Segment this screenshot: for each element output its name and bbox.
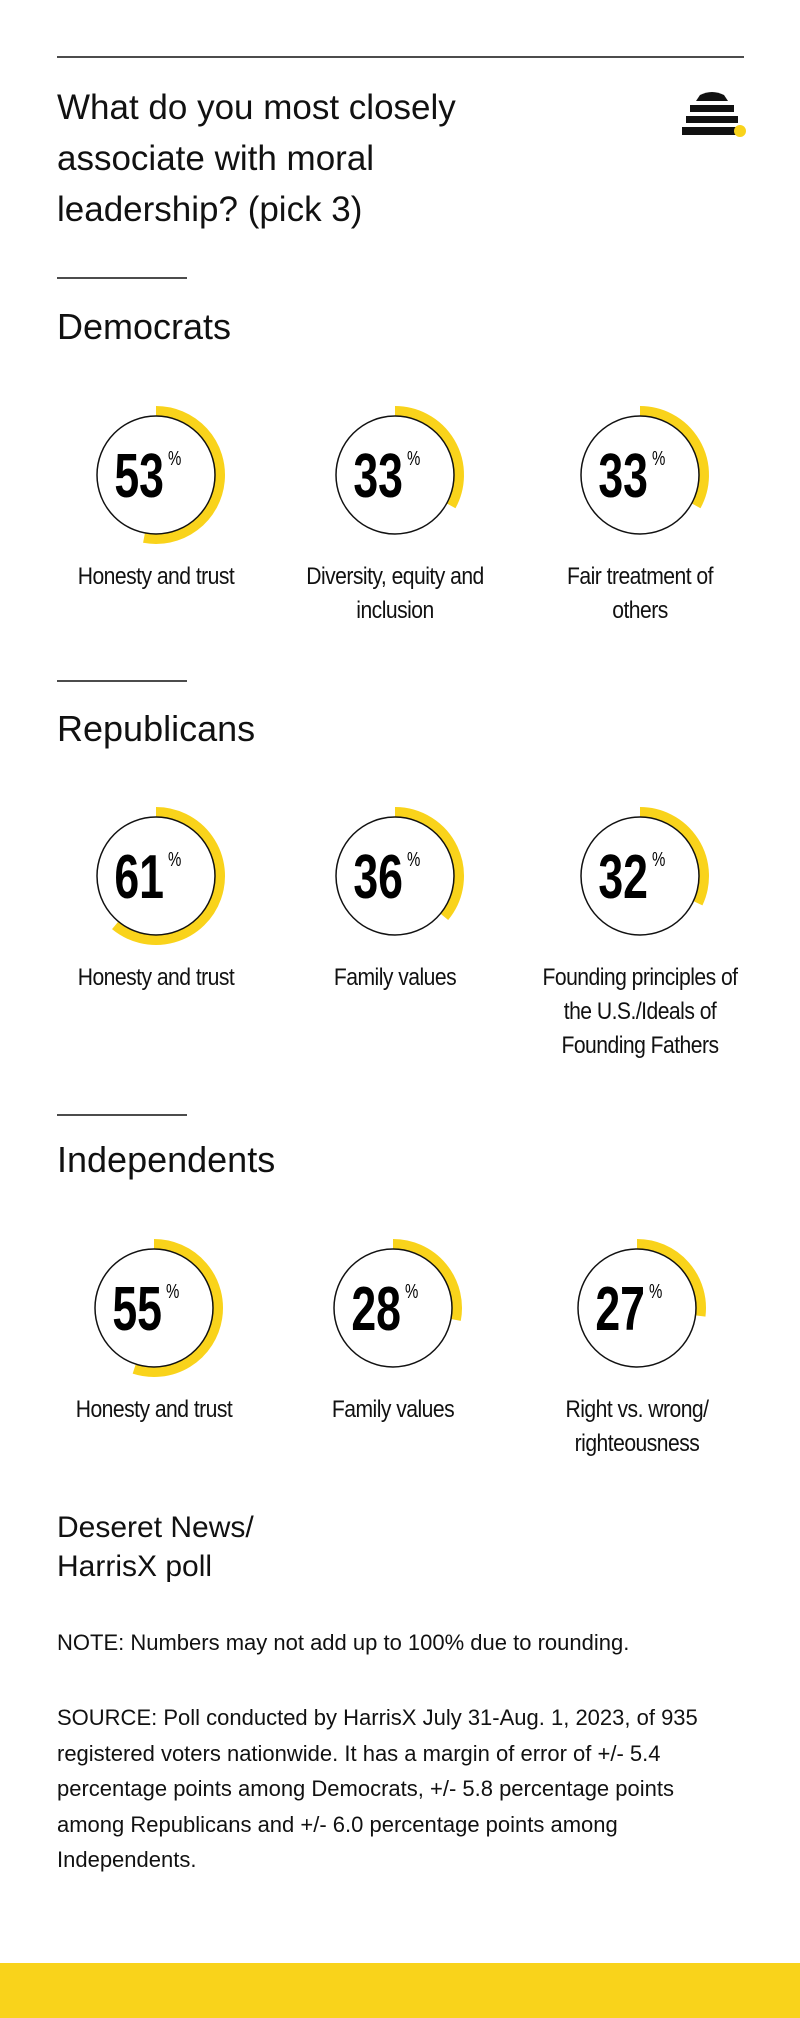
- ring-arc: [394, 807, 464, 920]
- ring-arc: [132, 1239, 223, 1377]
- title-line: What do you most closely: [57, 88, 456, 127]
- ring-arc: [639, 807, 709, 906]
- unit-label: %: [405, 1280, 419, 1303]
- ring-outline: [580, 415, 700, 535]
- category-label: Family values: [331, 1396, 455, 1423]
- value-label: 53: [114, 442, 164, 511]
- category-label: Founding principles of the U.S./Ideals o…: [542, 964, 738, 1059]
- value-label: 33: [353, 442, 403, 511]
- ring-arc: [112, 807, 225, 945]
- value-label: 36: [353, 843, 403, 912]
- credit: Deseret News/ HarrisX poll: [57, 1508, 254, 1586]
- category-label: Honesty and trust: [77, 964, 235, 991]
- ring-outline: [96, 415, 216, 535]
- ring-outline: [333, 1248, 453, 1368]
- credit-line: Deseret News/: [57, 1511, 254, 1544]
- value-label: 28: [351, 1275, 401, 1344]
- unit-label: %: [652, 848, 666, 871]
- title-line: associate with moral: [57, 139, 375, 178]
- title-line: leadership? (pick 3): [57, 190, 363, 229]
- logo: [682, 92, 746, 137]
- category-label: Honesty and trust: [77, 563, 235, 590]
- category-label: Diversity, equity and inclusion: [306, 563, 484, 624]
- credit-line: HarrisX poll: [57, 1550, 213, 1583]
- value-label: 33: [598, 442, 648, 511]
- ring-outline: [94, 1248, 214, 1368]
- ring-outline: [335, 816, 455, 936]
- value-label: 27: [595, 1275, 645, 1344]
- title: What do you most closely associate with …: [57, 82, 456, 235]
- unit-label: %: [166, 1280, 180, 1303]
- category-label: Right vs. wrong/ righteousness: [565, 1396, 710, 1457]
- unit-label: %: [407, 848, 421, 871]
- category-label: Honesty and trust: [75, 1396, 233, 1423]
- section-title: Democrats: [57, 306, 232, 347]
- ring-outline: [577, 1248, 697, 1368]
- ring-arc: [392, 1239, 462, 1321]
- ring-arc: [639, 406, 709, 509]
- section-title: Independents: [57, 1139, 276, 1180]
- category-label: Family values: [333, 964, 457, 991]
- unit-label: %: [652, 447, 666, 470]
- ring-outline: [96, 816, 216, 936]
- category-label: Fair treatment of others: [567, 563, 713, 624]
- unit-label: %: [168, 848, 182, 871]
- ring-arc: [143, 406, 225, 544]
- ring-outline: [580, 816, 700, 936]
- ring-outline: [335, 415, 455, 535]
- note: NOTE: Numbers may not add up to 100% due…: [57, 1630, 630, 1655]
- unit-label: %: [407, 447, 421, 470]
- unit-label: %: [649, 1280, 663, 1303]
- section-title: Republicans: [57, 708, 256, 749]
- value-label: 32: [598, 843, 648, 912]
- value-label: 55: [112, 1275, 162, 1344]
- value-label: 61: [114, 843, 164, 912]
- unit-label: %: [168, 447, 182, 470]
- ring-arc: [636, 1239, 706, 1317]
- ring-arc: [394, 406, 464, 509]
- source: SOURCE: Poll conducted by HarrisX July 3…: [57, 1705, 698, 1872]
- footer-bar: [0, 1963, 800, 2018]
